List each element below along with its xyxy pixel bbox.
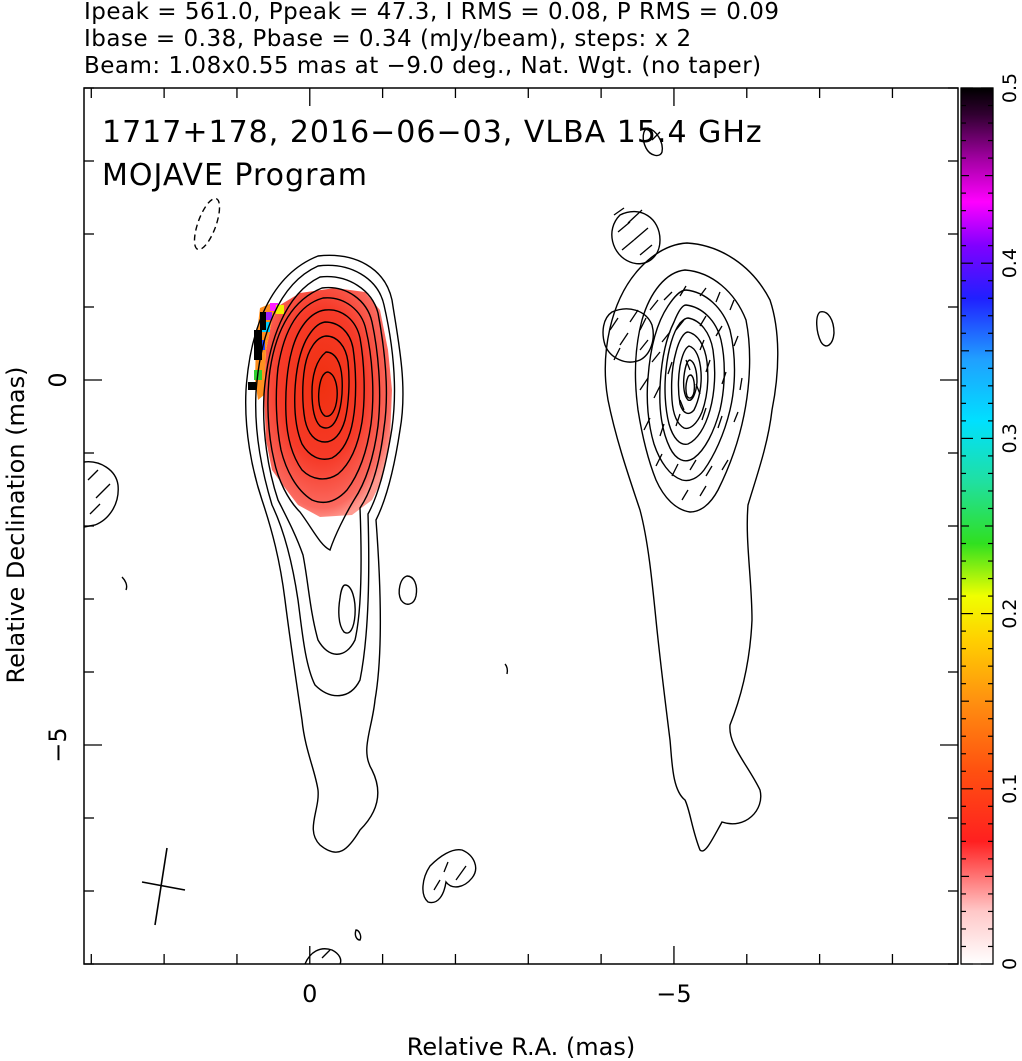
total-intensity-contours <box>84 127 835 964</box>
y-tick-label: −5 <box>44 727 72 762</box>
header-line-2: Ibase = 0.38, Pbase = 0.34 (mJy/beam), s… <box>84 26 692 52</box>
map-title-line-2: MOJAVE Program <box>102 158 368 193</box>
colorbar-tick-label: 0.1 <box>999 774 1021 804</box>
axis-tick-labels: 0 −5 0 −5 <box>44 372 692 1008</box>
colorbar-tick-labels: 0 0.1 0.2 0.3 0.4 0.5 <box>999 73 1021 970</box>
evpa-vectors <box>87 131 743 959</box>
y-tick-label: 0 <box>44 372 72 387</box>
negative-contour <box>193 197 221 251</box>
x-tick-label: −5 <box>656 980 691 1008</box>
colorbar-tick-label: 0 <box>999 958 1021 970</box>
x-tick-label: 0 <box>302 980 317 1008</box>
axis-ticks <box>84 87 958 965</box>
plot-frame <box>83 87 959 965</box>
header-line-3: Beam: 1.08x0.55 mas at −9.0 deg., Nat. W… <box>84 53 762 79</box>
colorbar-tick-label: 0.2 <box>999 598 1021 628</box>
colorbar-tick-label: 0.3 <box>999 423 1021 453</box>
y-axis-label: Relative Declination (mas) <box>2 366 30 683</box>
header-line-1: Ipeak = 561.0, Ppeak = 47.3, I RMS = 0.0… <box>84 0 780 25</box>
colorbar-tick-label: 0.4 <box>999 248 1021 278</box>
map-title-line-1: 1717+178, 2016−06−03, VLBA 15.4 GHz <box>102 115 763 150</box>
colorbar-tick-label: 0.5 <box>999 73 1021 103</box>
colorbar-ticks <box>961 87 993 965</box>
x-axis-label: Relative R.A. (mas) <box>407 1033 635 1061</box>
beam-marker <box>141 847 186 926</box>
